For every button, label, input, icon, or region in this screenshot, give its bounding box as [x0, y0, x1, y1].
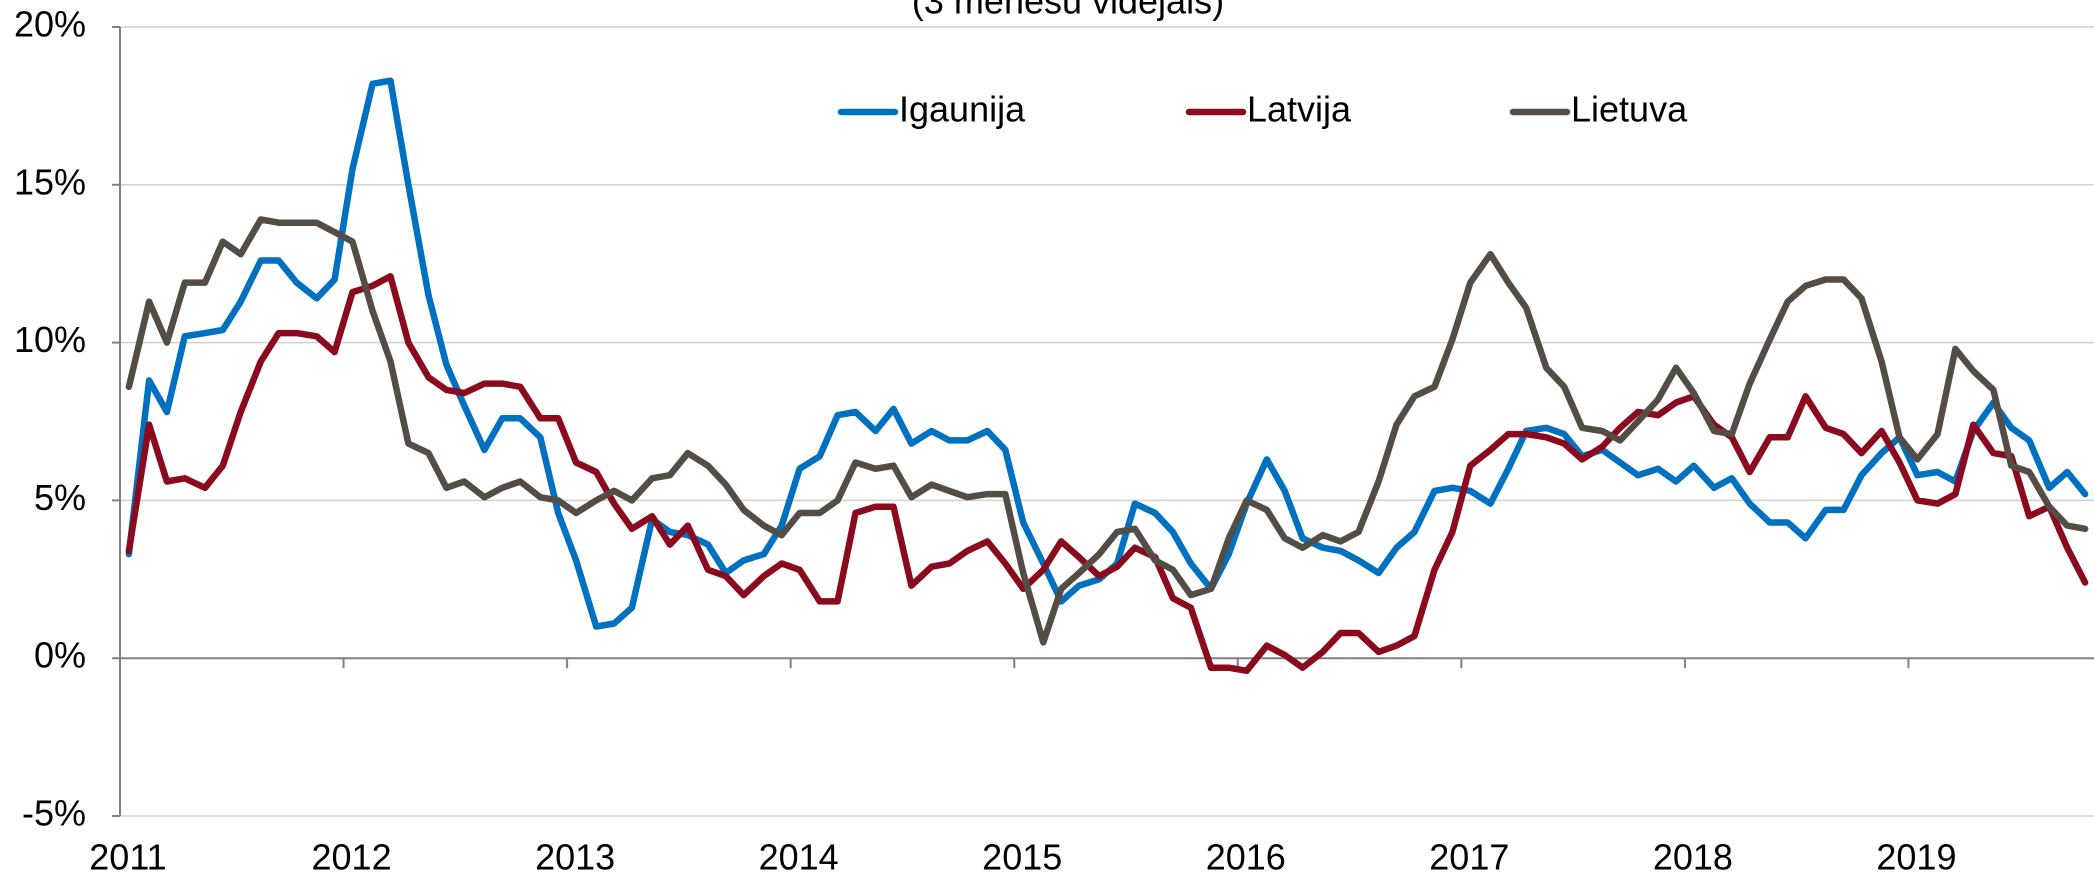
y-tick-label: 10% — [14, 319, 86, 360]
legend-label: Igaunija — [899, 89, 1026, 130]
y-tick-label: 15% — [14, 161, 86, 202]
x-tick-label: 2014 — [759, 837, 839, 877]
legend-label: Latvija — [1247, 89, 1352, 130]
chart-subtitle: (3 mēnešu vidējais) — [912, 0, 1224, 22]
x-tick-label: 2019 — [1876, 837, 1956, 877]
x-tick-label: 2012 — [312, 837, 392, 877]
x-tick-label: 2018 — [1653, 837, 1733, 877]
y-tick-label: -5% — [22, 793, 86, 834]
x-tick-label: 2016 — [1206, 837, 1286, 877]
line-series — [125, 273, 2089, 675]
line-series — [125, 216, 2089, 646]
x-tick-label: 2011 — [89, 837, 166, 877]
x-tick-label: 2013 — [535, 837, 615, 877]
y-tick-label: 20% — [14, 4, 86, 45]
legend-label: Lietuva — [1571, 89, 1688, 130]
y-tick-label: 0% — [34, 635, 86, 676]
x-tick-label: 2015 — [982, 837, 1062, 877]
x-tick-label: 2017 — [1429, 837, 1509, 877]
y-tick-label: 5% — [34, 477, 86, 518]
